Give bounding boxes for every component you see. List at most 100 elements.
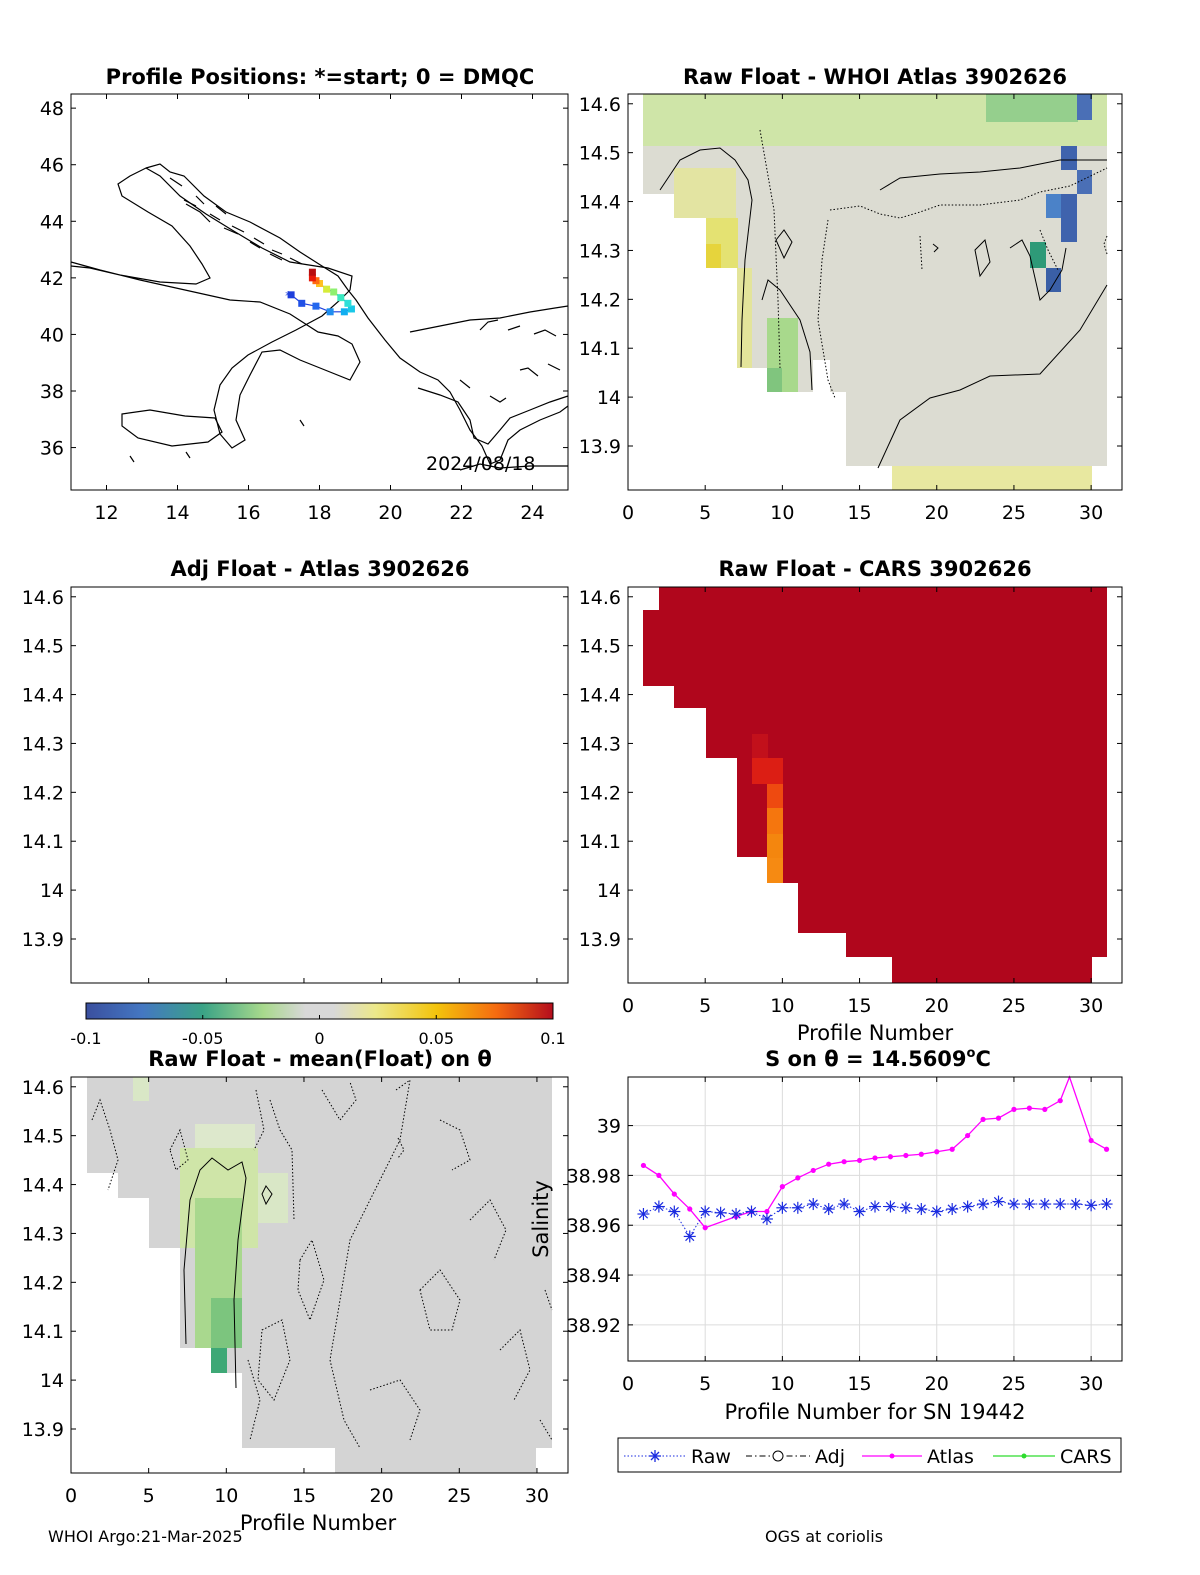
- x-tick-label: 10: [770, 1373, 794, 1395]
- raw-point: [760, 1213, 773, 1225]
- salinity-panel: S on θ = 14.5609oC Salinity Profile Numb…: [529, 1046, 1123, 1424]
- atlas-point: [687, 1206, 693, 1212]
- colorbar-tick-label: 0: [314, 1029, 324, 1048]
- raw-mean-contours-dotted: [91, 1078, 553, 1449]
- x-tick-label: 20: [378, 502, 402, 524]
- raw-point: [637, 1208, 650, 1221]
- y-tick-label: 44: [40, 211, 64, 233]
- raw-point: [1100, 1198, 1113, 1211]
- raw-cars-frame: [627, 586, 1123, 984]
- y-tick-label: 14.3: [22, 1223, 64, 1245]
- raw-whoi-contours-dotted: [759, 129, 1108, 399]
- atlas-point: [872, 1155, 878, 1161]
- y-tick-label: 13.9: [22, 1419, 64, 1441]
- raw-cars-title: Raw Float - CARS 3902626: [718, 557, 1031, 581]
- y-tick-label: 14: [40, 1370, 64, 1392]
- raw-mean-contours: [183, 1157, 273, 1389]
- x-tick-label: 20: [370, 1485, 394, 1507]
- y-tick-label: 38: [40, 381, 64, 403]
- y-tick-label: 14: [40, 880, 64, 902]
- y-tick-label: 38.98: [567, 1165, 621, 1187]
- raw-point: [1069, 1198, 1082, 1211]
- atlas-point: [826, 1161, 832, 1167]
- y-tick-label: 14.2: [22, 1272, 64, 1294]
- footer-right: OGS at coriolis: [765, 1527, 883, 1546]
- adj-atlas-axes: [70, 586, 569, 984]
- track-point: [316, 280, 323, 288]
- y-tick-label: 14.4: [579, 685, 621, 707]
- legend-label-cars: CARS: [1060, 1446, 1112, 1468]
- raw-star-icon: [649, 1450, 661, 1462]
- track-point: [340, 308, 348, 316]
- raw-point: [992, 1195, 1005, 1208]
- y-tick-label: 13.9: [579, 436, 621, 458]
- salinity-xlabel: Profile Number for SN 19442: [724, 1400, 1025, 1424]
- x-tick-label: 5: [699, 502, 711, 524]
- raw-point: [730, 1208, 743, 1221]
- x-tick-label: 20: [925, 995, 949, 1017]
- raw-mean-field: [87, 1077, 552, 1473]
- y-tick-label: 38.96: [567, 1215, 621, 1237]
- y-tick-label: 38.94: [567, 1265, 621, 1287]
- x-tick-label: 10: [214, 1485, 238, 1507]
- raw-point: [853, 1205, 866, 1218]
- raw-whoi-field: [643, 94, 1107, 490]
- x-tick-label: 20: [925, 1373, 949, 1395]
- track-point: [287, 291, 295, 299]
- raw-cars-hotspot: [752, 734, 783, 883]
- colorbar-tick-label: -0.05: [182, 1029, 223, 1048]
- atlas-point: [980, 1116, 986, 1122]
- y-tick-label: 14.3: [579, 240, 621, 262]
- colorbar-tick-label: 0.1: [540, 1029, 565, 1048]
- y-tick-label: 14.1: [579, 338, 621, 360]
- atlas-point: [965, 1132, 971, 1139]
- legend-label-atlas: Atlas: [927, 1446, 974, 1468]
- float-track-markers: *: [285, 268, 355, 316]
- track-point: [337, 294, 345, 302]
- raw-mean-title: Raw Float - mean(Float) on θ: [148, 1047, 492, 1071]
- y-tick-label: 14.3: [22, 733, 64, 755]
- atlas-series-markers: [640, 1098, 1110, 1231]
- x-tick-label: 30: [1079, 502, 1103, 524]
- salinity-title: S on θ = 14.5609oC: [765, 1046, 991, 1071]
- raw-point: [683, 1230, 696, 1243]
- x-tick-label: 25: [1002, 1373, 1026, 1395]
- map-panel: * 2024/08/18 Profile Positions: *=start;…: [40, 65, 569, 524]
- y-tick-label: 14.5: [579, 143, 621, 165]
- x-tick-label: 18: [307, 502, 331, 524]
- x-tick-label: 25: [1002, 502, 1026, 524]
- y-tick-label: 14.6: [22, 1077, 64, 1099]
- x-tick-label: 14: [165, 502, 189, 524]
- y-tick-label: 14.5: [22, 1126, 64, 1148]
- track-start-marker: *: [285, 289, 291, 303]
- atlas-point: [887, 1154, 894, 1160]
- map-title: Profile Positions: *=start; 0 = DMQC: [106, 65, 535, 89]
- raw-point: [977, 1198, 990, 1211]
- y-tick-label: 36: [40, 438, 64, 460]
- raw-mean-panel: Raw Float - mean(Float) on θ Profile Num…: [22, 1047, 569, 1535]
- y-tick-label: 14: [597, 387, 621, 409]
- raw-series-markers: [637, 1195, 1113, 1243]
- y-tick-label: 14.4: [22, 1175, 64, 1197]
- y-tick-label: 14.6: [22, 587, 64, 609]
- legend-item-raw: Raw: [624, 1446, 731, 1468]
- x-tick-label: 0: [622, 502, 634, 524]
- raw-cars-xlabel: Profile Number: [797, 1021, 954, 1045]
- atlas-point: [1026, 1105, 1032, 1111]
- x-tick-label: 10: [770, 502, 794, 524]
- y-tick-label: 14.1: [22, 831, 64, 853]
- atlas-point: [640, 1162, 647, 1169]
- x-tick-label: 16: [236, 502, 260, 524]
- raw-point: [1023, 1198, 1036, 1211]
- x-tick-label: 0: [622, 1373, 634, 1395]
- legend: Raw Adj Atlas CARS: [617, 1437, 1122, 1473]
- raw-point: [652, 1200, 665, 1213]
- atlas-point: [918, 1151, 924, 1157]
- legend-label-raw: Raw: [691, 1446, 731, 1468]
- track-point: [312, 277, 320, 285]
- raw-mean-ticks: 0 5 10 15 20 25 30 13.9 14 14.1 14.2 14.3 14.4 14.5 14…: [22, 1077, 568, 1507]
- x-tick-label: 20: [925, 502, 949, 524]
- legend-item-atlas: Atlas: [862, 1446, 974, 1468]
- raw-whoi-ticks: 0 5 10 15 20 25 30 13.9 14 14.1 14.2 14.3 14.4 14.5 14…: [579, 94, 1122, 524]
